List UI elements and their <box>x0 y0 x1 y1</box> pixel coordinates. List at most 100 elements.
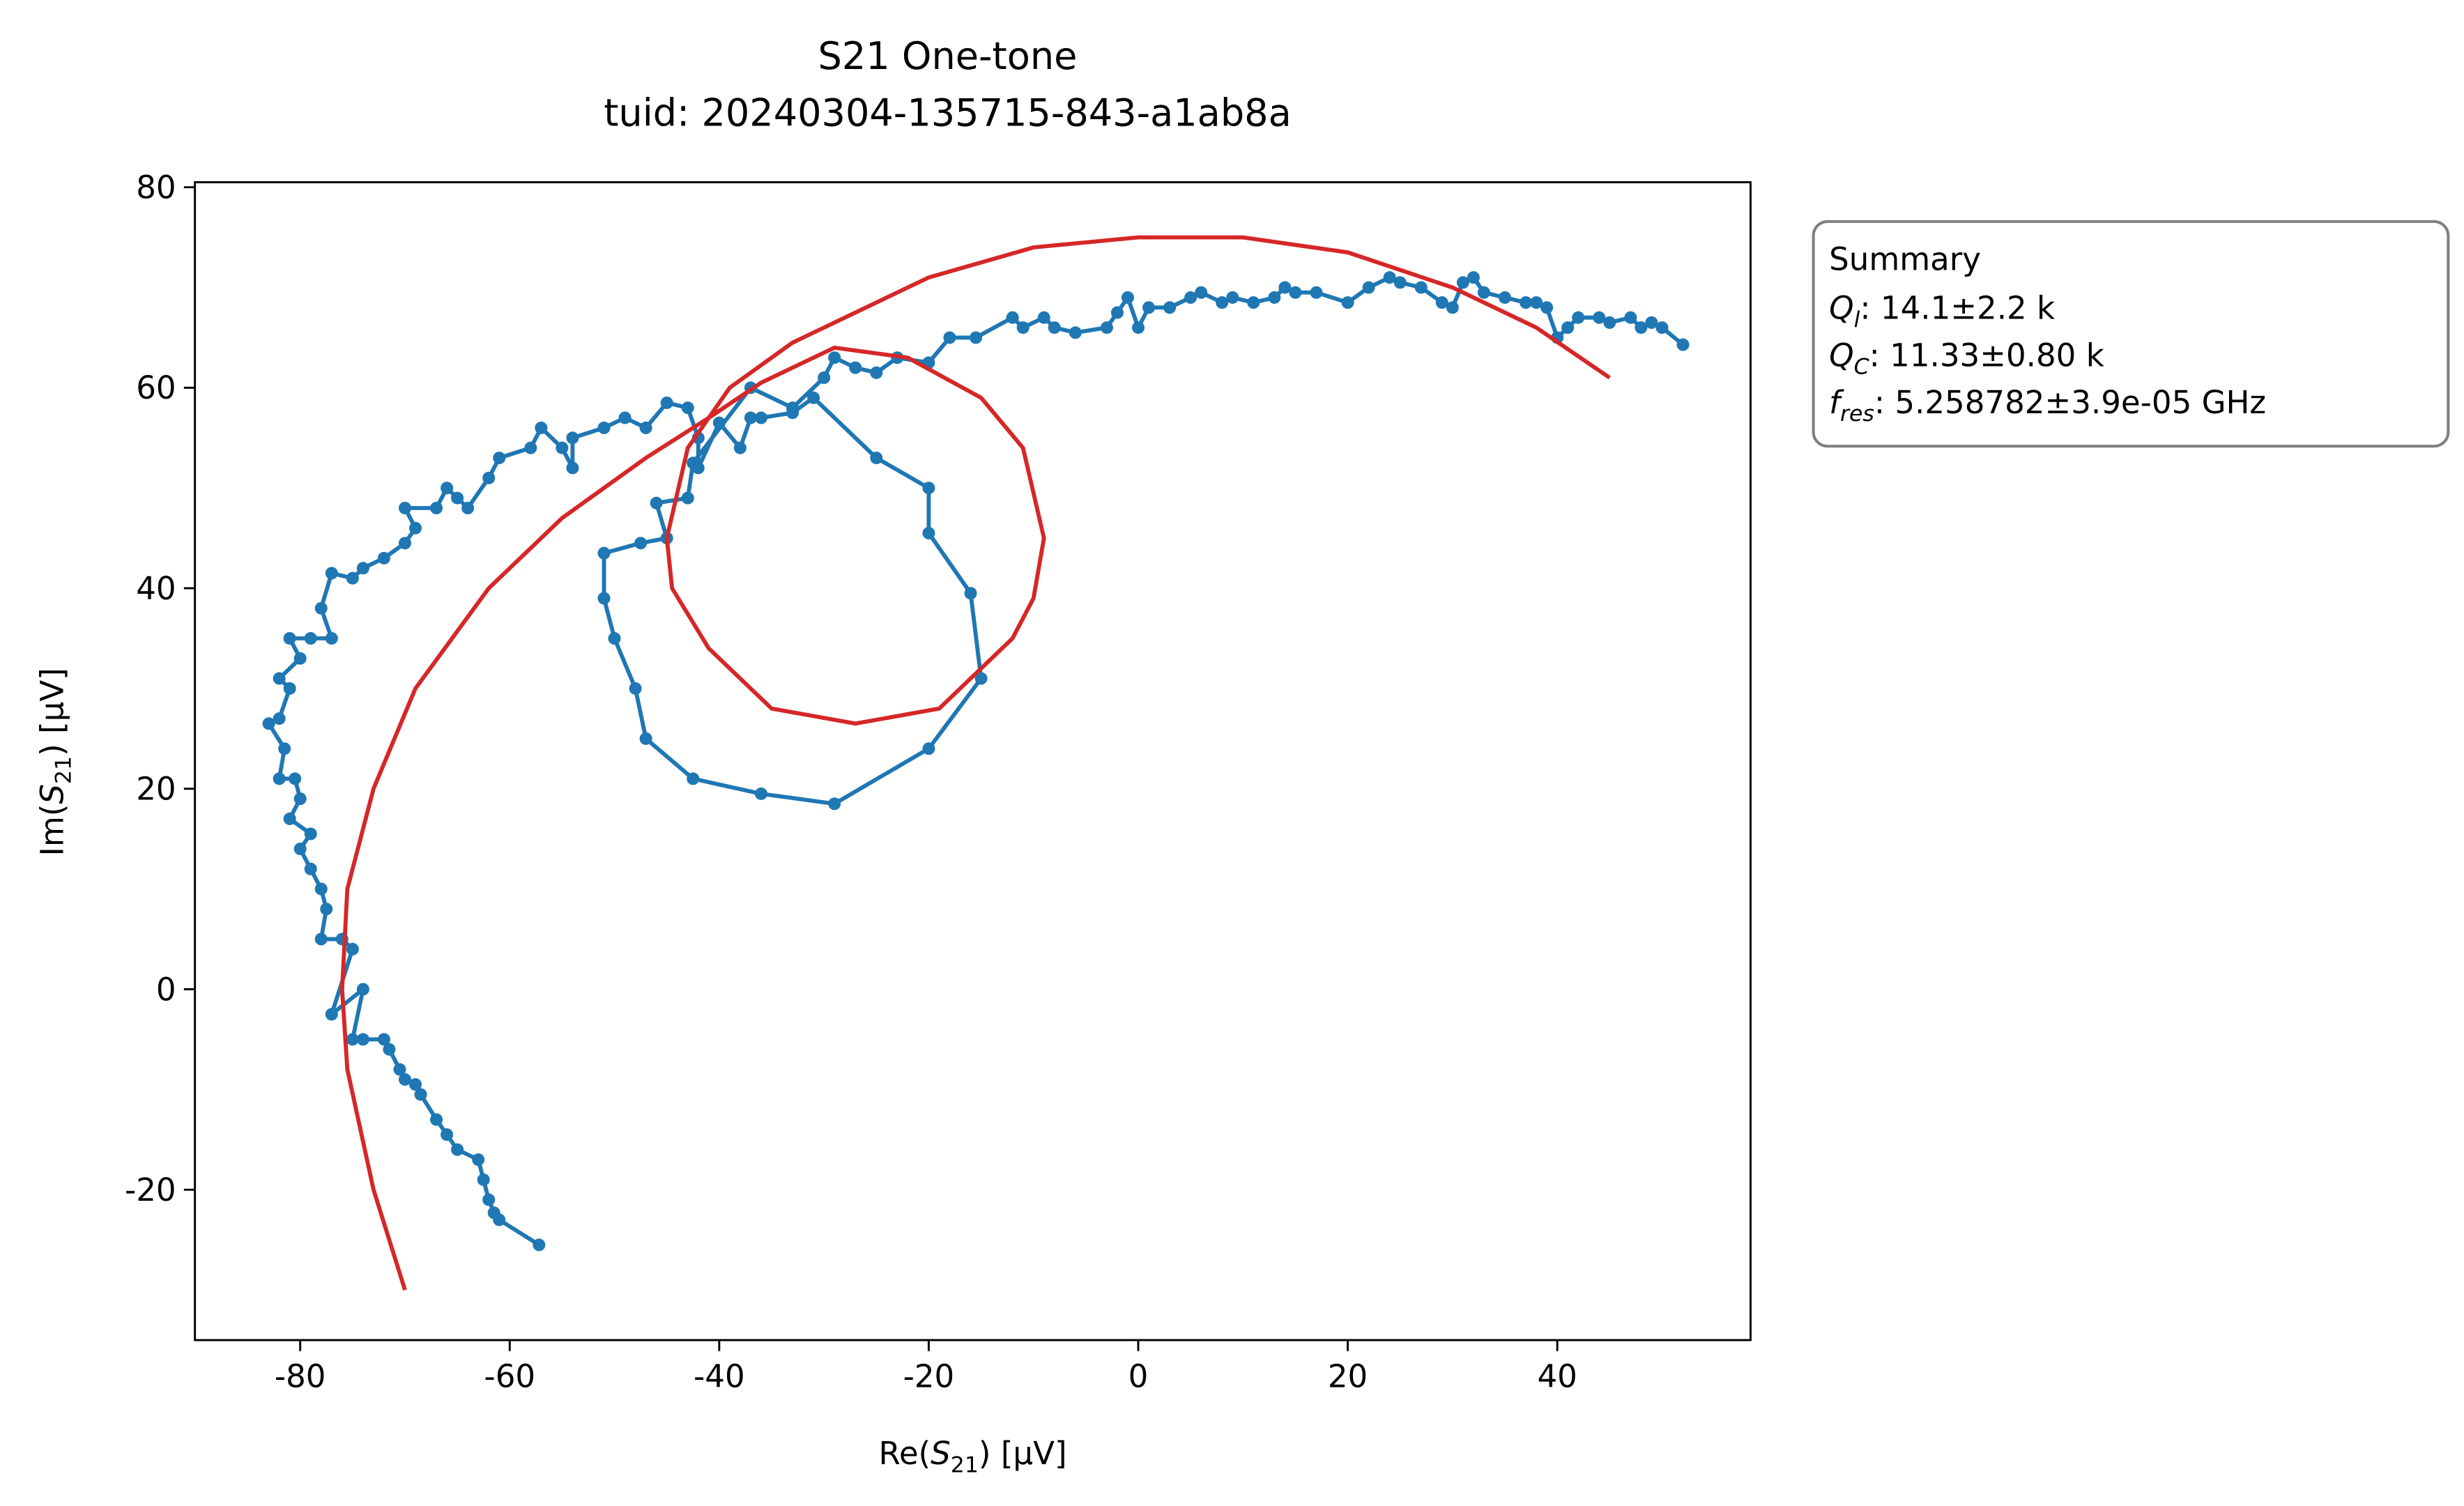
data-point <box>320 902 333 916</box>
data-point <box>1645 316 1658 329</box>
summary: Summary Ql: 14.1±2.2 kQC: 11.33±0.80 kfr… <box>1829 241 2266 427</box>
data-point <box>597 546 611 560</box>
data-point <box>733 441 747 454</box>
data-point <box>639 732 652 745</box>
data-point <box>398 537 411 550</box>
data-point <box>283 631 296 645</box>
data-point <box>1446 301 1459 314</box>
summary-subscript: res <box>1840 401 1874 427</box>
data-point <box>687 772 700 785</box>
data-point <box>1393 276 1407 289</box>
data-point <box>566 461 579 475</box>
data-point <box>356 562 369 575</box>
data-point <box>1593 311 1606 324</box>
data-point <box>325 1008 338 1021</box>
data-point <box>346 1033 359 1046</box>
data-point <box>283 812 296 825</box>
data-point <box>1184 291 1197 304</box>
data-point <box>1530 296 1543 309</box>
y-axis-label: Im(S21) [µV] <box>33 668 76 856</box>
data-point <box>566 431 579 445</box>
data-point <box>1341 296 1354 309</box>
data-point <box>974 672 988 685</box>
data-point <box>293 843 307 856</box>
data-point <box>283 682 296 695</box>
x-axis-label: Re(S21) [µV] <box>879 1435 1067 1477</box>
data-point <box>377 1033 390 1046</box>
summary-subscript: l <box>1854 307 1860 332</box>
data-point <box>1414 281 1428 294</box>
data-point <box>681 401 694 415</box>
data-point <box>304 862 317 875</box>
label-subscript: 21 <box>951 1452 979 1477</box>
data-point <box>597 592 611 605</box>
data-point <box>807 391 820 404</box>
data-point <box>487 1206 500 1220</box>
data-point <box>1383 271 1396 284</box>
summary-text: : 5.258782±3.9e-05 GHz <box>1874 384 2266 421</box>
data-point <box>754 787 767 800</box>
x-tick-label: -80 <box>275 1358 326 1395</box>
series-line <box>266 275 1685 1247</box>
data-point <box>639 421 652 434</box>
data-point <box>451 1143 464 1156</box>
data-point <box>849 361 862 374</box>
data-point <box>1006 311 1019 324</box>
x-tick-label: -20 <box>903 1358 955 1395</box>
data-point <box>273 772 286 785</box>
summary-symbol: Q <box>1829 337 1853 374</box>
data-point <box>377 551 390 564</box>
summary-subscript: C <box>1854 355 1869 380</box>
data-point <box>273 672 286 685</box>
data-point <box>408 521 422 535</box>
data-point <box>687 456 700 470</box>
data-point <box>1226 291 1239 304</box>
data-point <box>1498 291 1512 304</box>
data-point <box>278 742 291 755</box>
data-point <box>828 351 841 364</box>
data-point <box>441 1128 454 1142</box>
data-point <box>1540 301 1554 314</box>
data-point <box>1655 321 1669 335</box>
summary-symbol: Q <box>1829 290 1853 327</box>
data-point <box>650 496 663 509</box>
label-part: ) [µV] <box>33 668 70 756</box>
data-point <box>870 366 883 379</box>
y-tick-label: 60 <box>136 369 176 406</box>
data-point <box>325 567 338 580</box>
data-point <box>970 331 983 344</box>
data-point <box>408 1078 422 1091</box>
data-point <box>712 416 726 429</box>
label-part: ) [µV] <box>979 1435 1067 1472</box>
data-point <box>430 501 443 515</box>
data-point <box>398 1073 411 1086</box>
data-point <box>356 1033 369 1046</box>
data-point <box>1278 281 1292 294</box>
data-point <box>293 652 307 665</box>
data-point <box>441 482 454 495</box>
x-tick-label: 40 <box>1537 1358 1577 1395</box>
data-point <box>818 371 831 385</box>
data-point <box>1121 291 1134 304</box>
label-symbol: S <box>931 1435 951 1472</box>
data-point <box>1310 286 1323 299</box>
data-point <box>1195 286 1208 299</box>
summary-box <box>1812 220 2450 448</box>
data-point <box>1572 311 1585 324</box>
data-point <box>1069 326 1082 339</box>
data-point <box>608 631 621 645</box>
data-point <box>660 396 673 409</box>
data-point <box>786 401 799 415</box>
data-point <box>754 411 767 424</box>
data-point <box>414 1088 427 1101</box>
data-point <box>289 772 302 785</box>
data-point <box>1467 271 1480 284</box>
data-point <box>681 491 694 505</box>
data-point <box>524 441 537 454</box>
data-point <box>1362 281 1375 294</box>
label-part: Re( <box>879 1435 931 1472</box>
x-tick-label: -40 <box>694 1358 745 1395</box>
data-point <box>922 526 935 539</box>
